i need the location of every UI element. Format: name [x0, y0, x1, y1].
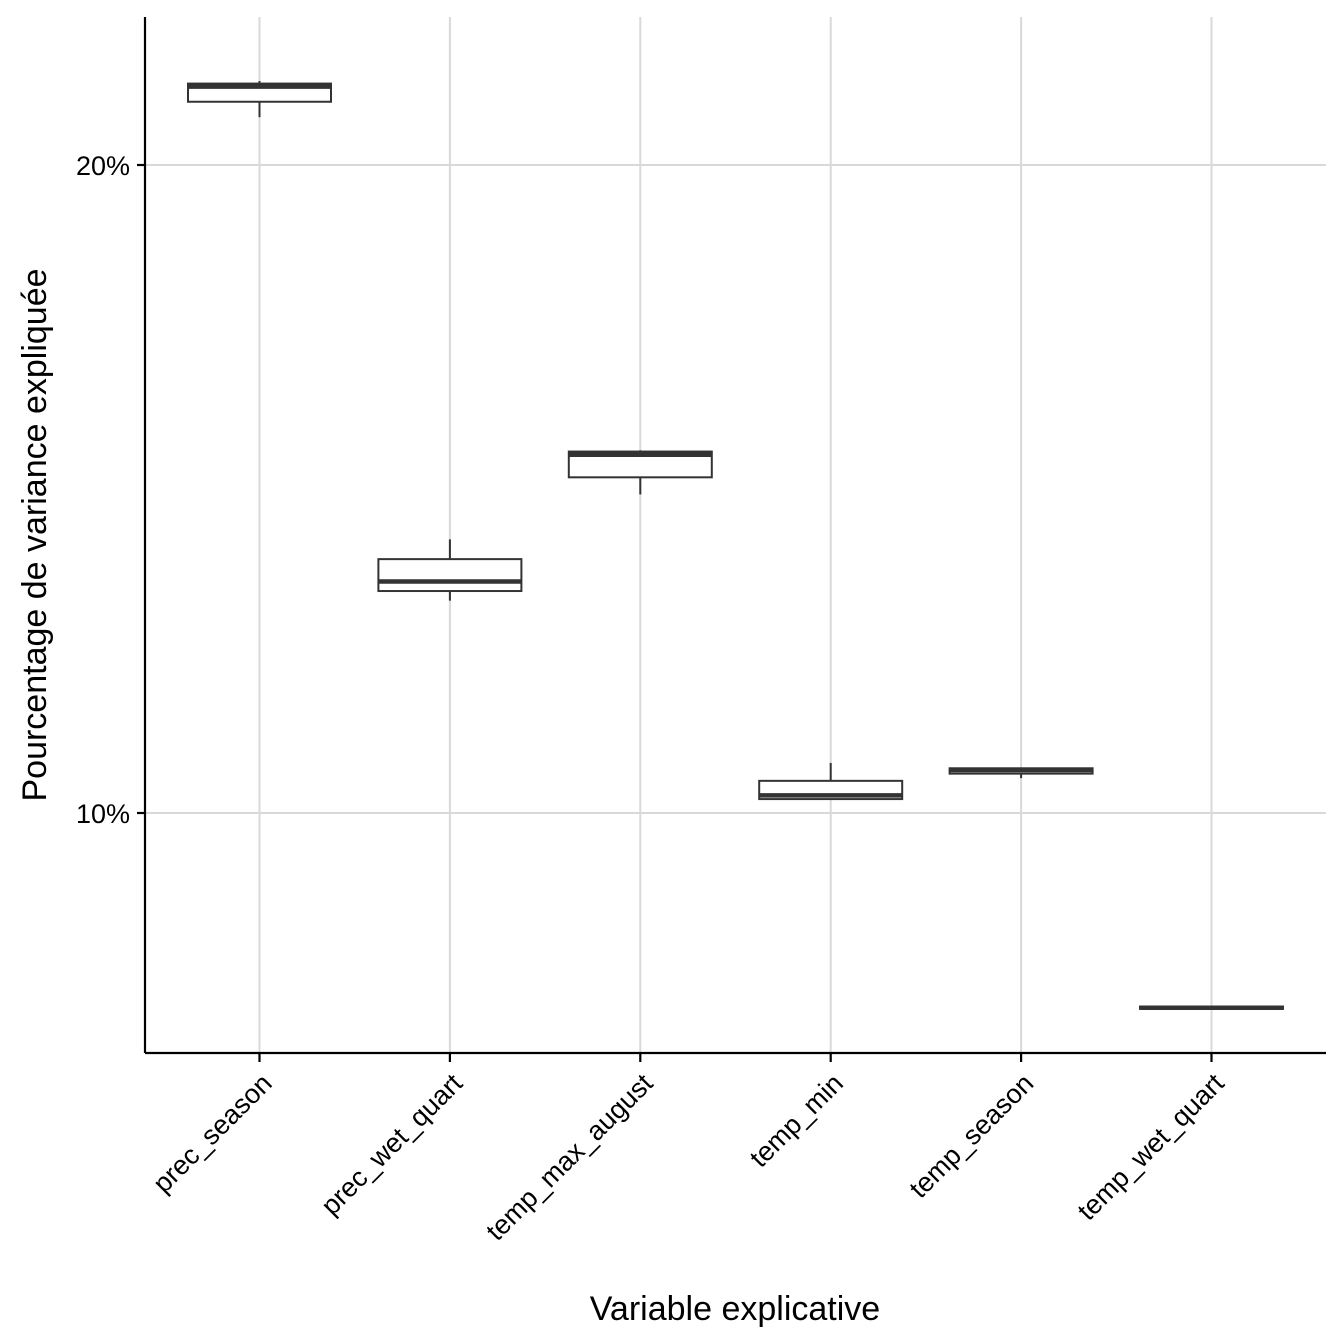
grid	[145, 17, 1326, 1053]
box-prec_wet_quart	[377, 539, 523, 601]
x-tick-label: prec_season	[147, 1068, 278, 1199]
x-tick-label: prec_wet_quart	[315, 1068, 468, 1221]
x-tick-label: temp_wet_quart	[1072, 1068, 1230, 1226]
x-tick-label: temp_max_august	[480, 1068, 659, 1247]
box-temp_min	[758, 762, 904, 801]
box-temp_season	[948, 767, 1094, 779]
x-tick-label: temp_min	[744, 1068, 849, 1173]
boxplots	[187, 81, 1284, 1010]
y-tick-label: 20%	[76, 151, 130, 181]
box-temp_wet_quart	[1139, 1005, 1284, 1010]
box-prec_season	[187, 81, 332, 118]
y-axis-title: Pourcentage de variance expliquée	[16, 268, 54, 801]
box-temp_max_august	[567, 450, 713, 495]
y-tick-label: 10%	[76, 799, 130, 829]
x-axis-title: Variable explicative	[590, 1290, 880, 1328]
axes: 10% 20% prec_season prec_wet_quart temp_max_…	[76, 151, 1230, 1246]
x-tick-label: temp_season	[904, 1068, 1040, 1204]
box-body	[377, 558, 523, 593]
